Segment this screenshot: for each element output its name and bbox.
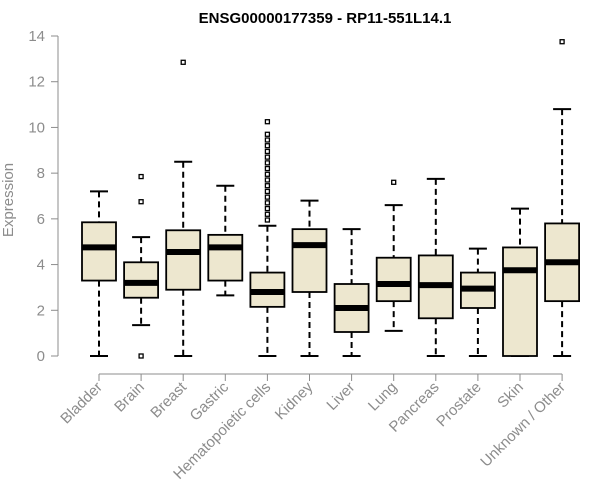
outlier-point	[264, 183, 271, 189]
iqr-box	[207, 233, 244, 282]
x-tick-label: Prostate	[433, 379, 485, 431]
outlier-point	[391, 179, 397, 185]
box-4	[249, 119, 286, 357]
y-tick-label: 12	[28, 74, 45, 91]
y-tick-label: 8	[37, 165, 45, 182]
iqr-box	[291, 228, 328, 293]
y-tick-label: 4	[37, 257, 45, 274]
box-1	[123, 173, 159, 359]
outlier-point	[264, 154, 271, 160]
box-0	[81, 190, 117, 357]
outlier-point	[264, 200, 271, 206]
iqr-box	[81, 221, 117, 282]
box-8	[417, 177, 454, 357]
x-tick-label: Breast	[147, 378, 190, 421]
x-tick-label: Brain	[111, 379, 148, 416]
iqr-box	[502, 246, 538, 357]
outlier-point	[138, 173, 144, 180]
outlier-point	[264, 131, 271, 137]
outlier-point	[264, 143, 271, 149]
box-6	[333, 228, 370, 357]
outlier-point	[264, 119, 271, 125]
outlier-point	[264, 217, 271, 223]
outlier-point	[264, 194, 271, 200]
outlier-point	[264, 165, 271, 172]
x-tick-label: Lung	[365, 379, 401, 415]
boxes-group	[81, 39, 580, 359]
box-2	[165, 59, 202, 357]
y-tick-label: 10	[28, 119, 45, 136]
iqr-box	[165, 229, 202, 291]
x-tick-label: Liver	[323, 379, 358, 414]
x-tick-label: Skin	[494, 379, 527, 412]
box-3	[207, 184, 244, 297]
outlier-point	[138, 199, 144, 205]
box-10	[502, 207, 538, 357]
outlier-point	[264, 137, 271, 143]
outlier-point	[138, 353, 144, 359]
box-7	[375, 179, 412, 332]
x-tick-label: Bladder	[57, 379, 106, 428]
y-axis-label: Expression	[0, 163, 17, 237]
y-tick-label: 0	[37, 348, 45, 365]
y-tick-label: 14	[28, 28, 45, 45]
outlier-point	[264, 177, 271, 183]
box-9	[459, 247, 496, 357]
y-tick-label: 2	[37, 302, 45, 319]
x-tick-label: Kidney	[272, 378, 317, 423]
outlier-point	[264, 171, 271, 177]
outlier-point	[180, 59, 186, 65]
y-axis: 0 2 4 6 8 10 12 14	[28, 28, 59, 365]
chart-title: ENSG00000177359 - RP11-551L14.1	[199, 10, 452, 27]
outlier-point	[264, 205, 271, 212]
y-tick-label: 6	[37, 211, 45, 228]
outlier-point	[559, 39, 565, 45]
outlier-point	[264, 160, 271, 166]
outlier-point	[264, 148, 271, 155]
outlier-point	[264, 188, 271, 195]
iqr-box	[375, 256, 412, 303]
outlier-point	[264, 211, 271, 217]
box-11	[544, 39, 580, 357]
box-5	[291, 199, 328, 357]
